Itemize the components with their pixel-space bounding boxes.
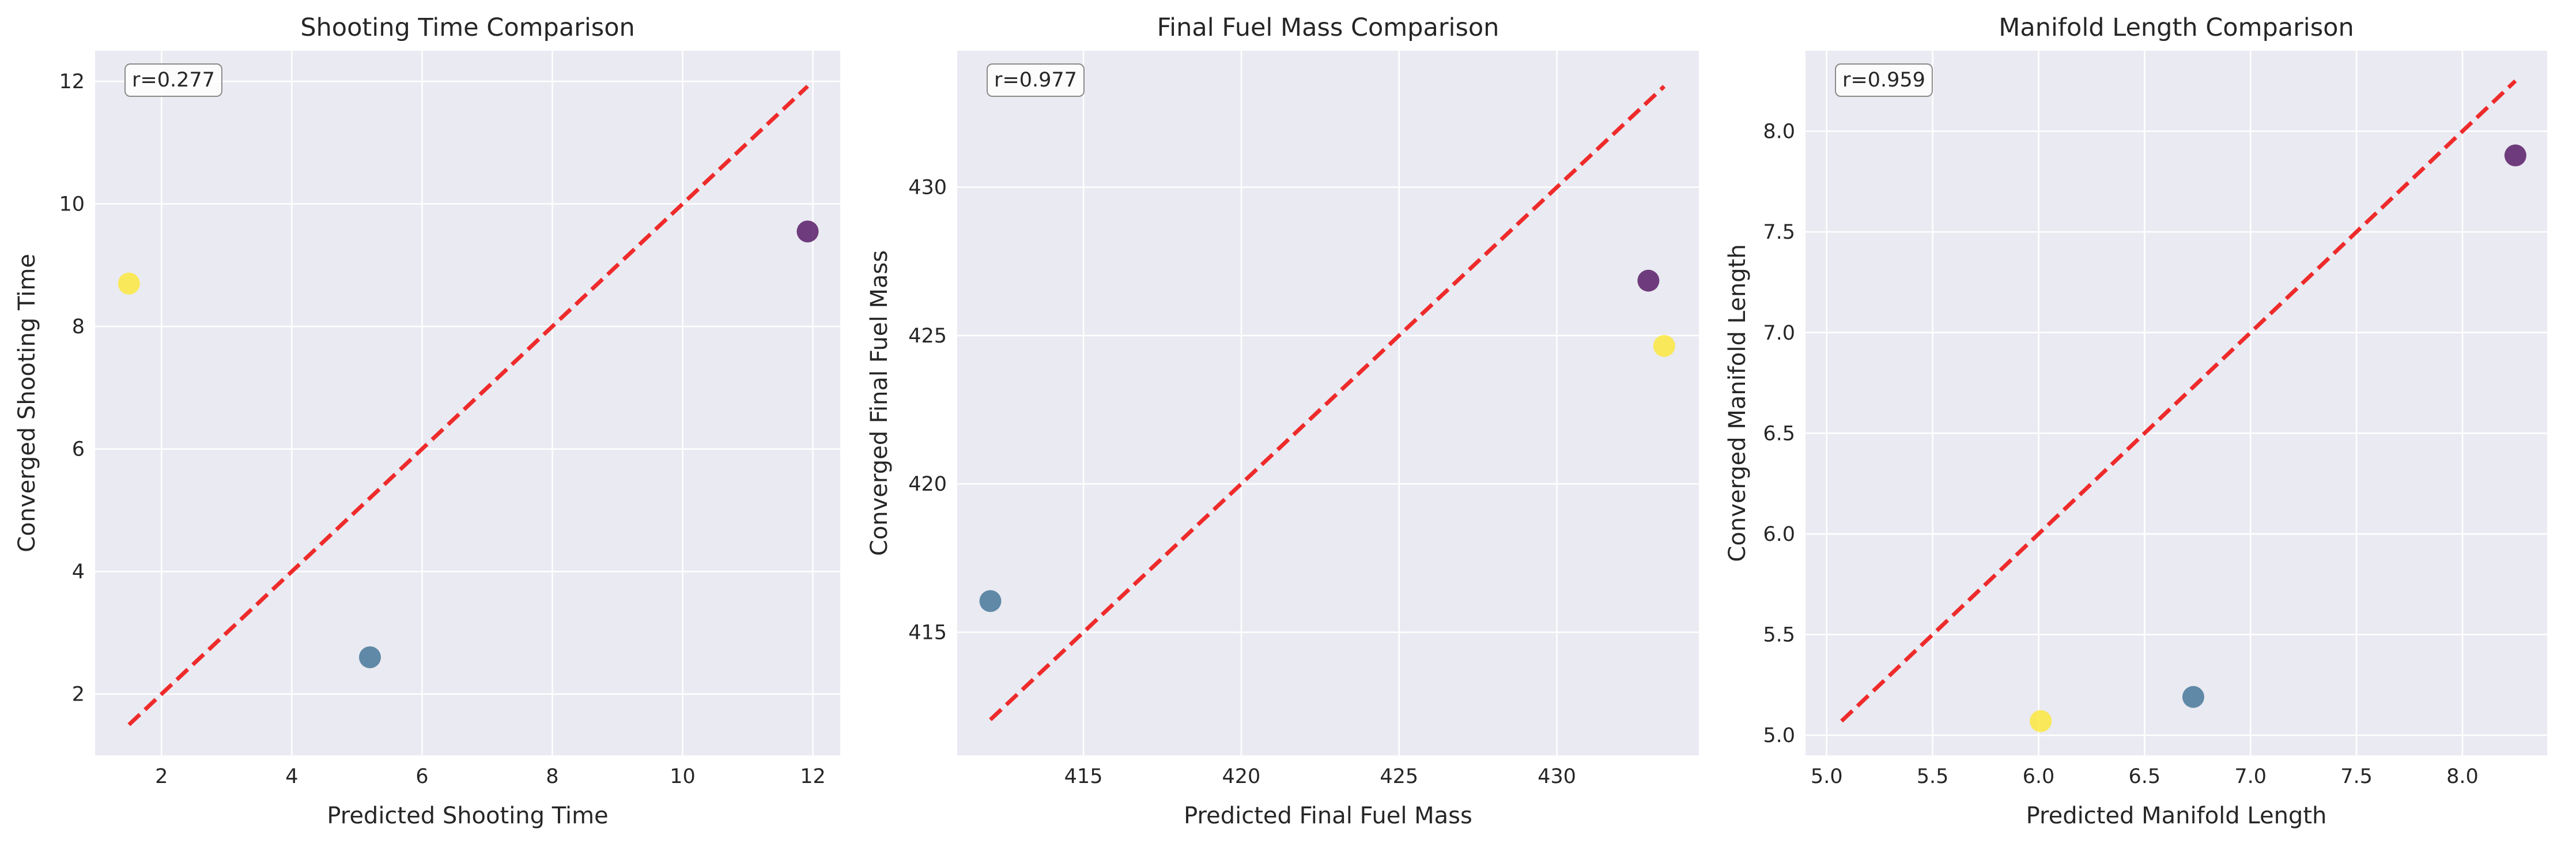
y-tick-label: 8.0 (1763, 121, 1795, 144)
y-tick-label: 4 (72, 560, 85, 584)
x-tick-label: 425 (1380, 765, 1418, 788)
chart-panel-1: 2 4 6 8 10 12 2 4 6 8 10 12 Shooting Time Comparison… (14, 13, 840, 829)
x-tick-label: 7.5 (2340, 765, 2373, 788)
plot-area (95, 51, 840, 755)
identity-line (127, 85, 809, 726)
y-tick-label: 7.5 (1763, 221, 1795, 244)
y-axis-label: Converged Shooting Time (14, 254, 40, 552)
chart-title: Manifold Length Comparison (1999, 13, 2354, 42)
x-tick-label: 5.0 (1811, 765, 1843, 788)
y-tick-label: 6.5 (1763, 422, 1795, 445)
correlation-annotation: r=0.277 (132, 69, 215, 92)
x-tick-label: 8 (546, 765, 558, 788)
annotation-box (987, 63, 1085, 97)
data-point-3 (2030, 710, 2052, 732)
x-tick-label: 6 (416, 765, 428, 788)
y-tick-label: 6.0 (1763, 523, 1795, 546)
y-tick-label: 420 (908, 473, 947, 496)
x-tick-label: 430 (1538, 765, 1576, 788)
y-tick-label: 5.5 (1763, 624, 1795, 647)
x-tick-label: 5.5 (1917, 765, 1949, 788)
correlation-annotation: r=0.977 (994, 69, 1077, 92)
chart-title: Final Fuel Mass Comparison (1157, 13, 1499, 42)
x-tick-label: 12 (800, 765, 826, 788)
y-tick-label: 7.0 (1763, 322, 1795, 345)
y-tick-label: 12 (59, 70, 85, 93)
x-tick-label: 415 (1064, 765, 1103, 788)
y-axis-label: Converged Final Fuel Mass (866, 250, 893, 556)
x-axis-label: Predicted Manifold Length (2026, 803, 2327, 829)
y-tick-label: 415 (908, 621, 947, 644)
chart-panel-3: 5.0 5.5 6.0 6.5 7.0 7.5 8.0 5.0 5.5 6.0 6.5 7.0 7.5 8… (1724, 13, 2547, 829)
y-tick-label: 8 (72, 315, 85, 338)
x-tick-label: 10 (670, 765, 696, 788)
data-point-3 (118, 272, 140, 295)
data-point-1 (2504, 144, 2526, 167)
annotation-box (124, 63, 222, 97)
x-tick-label: 6.5 (2129, 765, 2161, 788)
data-point-2 (358, 646, 381, 668)
data-point-2 (979, 590, 1002, 612)
x-tick-label: 4 (285, 765, 298, 788)
x-tick-label: 2 (155, 765, 168, 788)
x-tick-label: 6.0 (2023, 765, 2055, 788)
data-point-1 (1637, 269, 1660, 292)
y-tick-label: 425 (908, 325, 947, 348)
x-axis-label: Predicted Final Fuel Mass (1184, 803, 1472, 829)
x-tick-label: 420 (1222, 765, 1260, 788)
x-axis-label: Predicted Shooting Time (327, 803, 608, 829)
data-point-3 (1653, 334, 1675, 357)
y-tick-label: 430 (908, 176, 947, 199)
identity-line (989, 85, 1666, 721)
chart-title: Shooting Time Comparison (300, 13, 635, 42)
data-point-1 (796, 220, 819, 243)
x-tick-label: 7.0 (2234, 765, 2267, 788)
correlation-annotation: r=0.959 (1842, 69, 1925, 92)
y-tick-label: 2 (72, 683, 85, 706)
y-tick-label: 6 (72, 438, 85, 461)
y-tick-label: 10 (59, 193, 85, 216)
x-tick-label: 8.0 (2446, 765, 2479, 788)
identity-line (1840, 79, 2517, 723)
chart-panel-2: 415 420 425 430 415 420 425 430 Final Fuel Mass … (866, 13, 1699, 829)
annotation-box (1835, 63, 1933, 97)
y-tick-label: 5.0 (1763, 724, 1795, 747)
data-point-2 (2182, 686, 2204, 708)
y-axis-label: Converged Manifold Length (1724, 244, 1751, 562)
